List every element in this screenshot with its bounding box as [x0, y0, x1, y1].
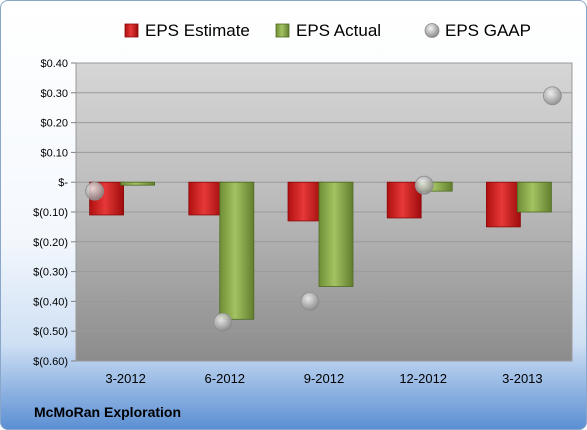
bars [89, 181, 552, 320]
eps-gaap-point [85, 181, 104, 201]
y-tick-label: $(0.40) [33, 296, 68, 308]
legend-swatch [424, 23, 440, 38]
y-tick-label: $(0.10) [33, 207, 68, 219]
x-tick-label: 12-2012 [399, 371, 447, 386]
eps-actual-bar [318, 181, 354, 287]
legend-label: EPS GAAP [445, 21, 531, 40]
legend-label: EPS Estimate [145, 21, 250, 40]
legend-swatch [124, 23, 139, 38]
x-axis-ticks: 3-2012 6-2012 9-2012 12-2012 3-2013 [105, 371, 542, 386]
eps-gaap-point [300, 291, 320, 311]
y-tick-label: $(0.60) [33, 356, 68, 368]
eps-estimate-bar [188, 181, 224, 216]
eps-estimate-bar [287, 181, 323, 222]
y-tick-label: $(0.50) [33, 326, 68, 338]
eps-gaap-point [213, 312, 233, 332]
y-tick-label: $(0.20) [33, 237, 68, 249]
y-axis-ticks: $0.40 $0.30 $0.20 $0.10 $- $(0.10) $(0.20) $(0.… [33, 58, 76, 368]
x-tick-label: 3-2012 [105, 371, 145, 386]
gaap-points [85, 86, 562, 332]
eps-estimate-bar [485, 181, 521, 228]
legend-label: EPS Actual [296, 21, 381, 40]
eps-actual-bar [219, 181, 255, 320]
company-name: McMoRan Exploration [34, 404, 181, 420]
eps-actual-bar [120, 181, 155, 186]
y-tick-label: $0.10 [40, 147, 68, 159]
y-tick-label: $- [58, 177, 68, 189]
eps-gaap-point [543, 86, 562, 106]
eps-actual-bar [517, 181, 552, 213]
eps-gaap-point [414, 175, 434, 195]
x-tick-label: 6-2012 [205, 371, 245, 386]
legend-swatch [275, 23, 290, 38]
x-tick-label: 3-2013 [502, 371, 542, 386]
y-tick-label: $0.20 [40, 118, 68, 130]
y-tick-label: $0.30 [40, 88, 68, 100]
y-tick-label: $0.40 [40, 58, 68, 70]
x-tick-label: 9-2012 [304, 371, 344, 386]
legend: EPS Estimate EPS Actual EPS GAAP [124, 21, 531, 40]
y-tick-label: $(0.30) [33, 267, 68, 279]
